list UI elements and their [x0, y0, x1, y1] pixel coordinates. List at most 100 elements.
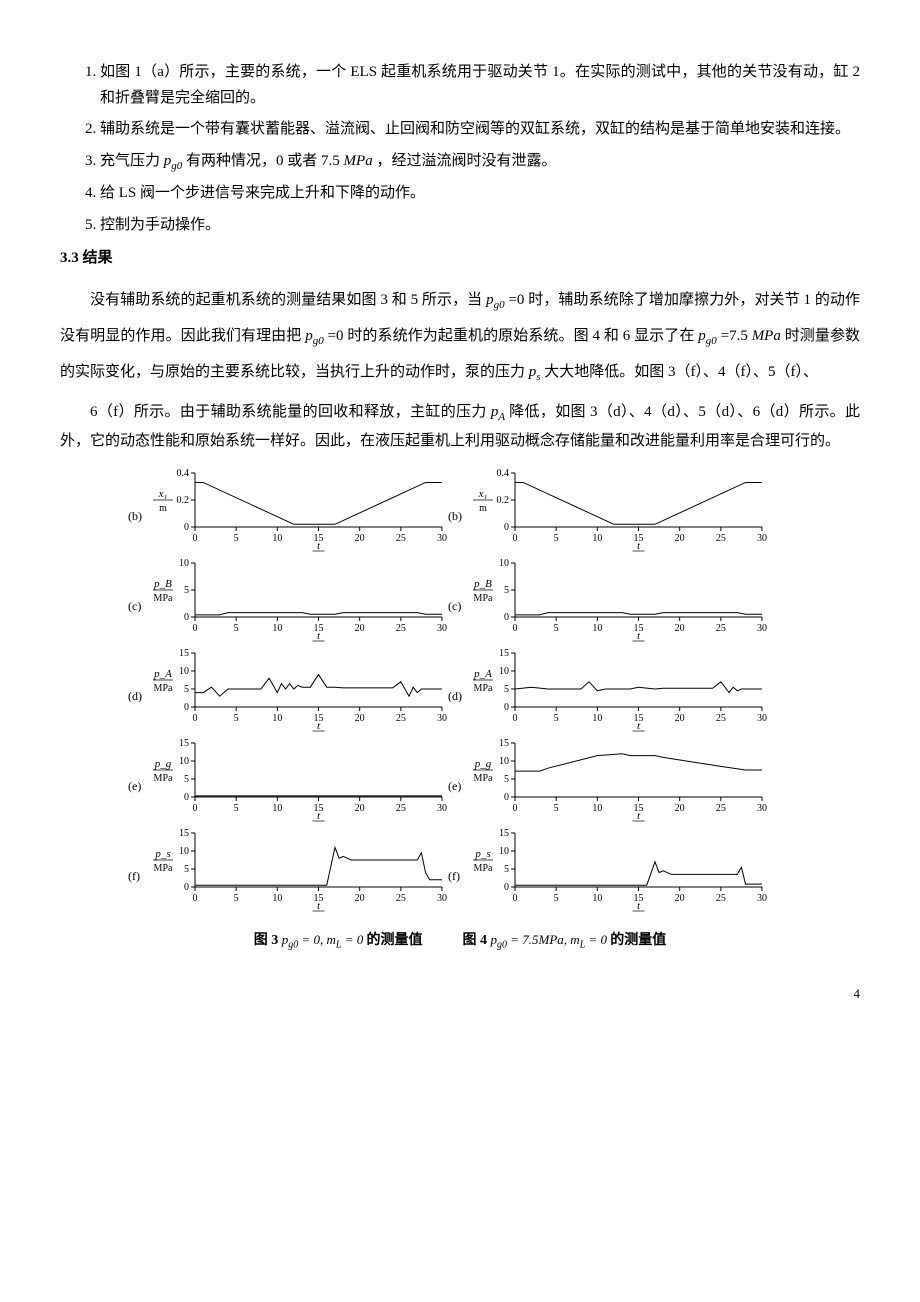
- svg-text:10: 10: [272, 803, 282, 814]
- svg-text:x₁: x₁: [478, 488, 488, 500]
- list-item: 给 LS 阀一个步进信号来完成上升和下降的动作。: [100, 181, 860, 207]
- svg-text:25: 25: [396, 713, 406, 724]
- svg-text:0: 0: [504, 882, 509, 893]
- svg-text:25: 25: [716, 803, 726, 814]
- svg-text:MPa: MPa: [154, 773, 173, 784]
- chart-panel: 05101520253000.20.4x₁mt(b): [470, 465, 770, 555]
- svg-text:p_A: p_A: [153, 668, 172, 680]
- svg-text:0: 0: [504, 702, 509, 713]
- chart-panel: 051015202530051015p_sMPat(f): [150, 825, 450, 915]
- chart-panel: 051015202530051015p_AMPat(d): [150, 645, 450, 735]
- svg-text:10: 10: [499, 666, 509, 677]
- svg-text:25: 25: [396, 803, 406, 814]
- section-heading: 3.3 结果: [60, 246, 860, 272]
- svg-text:30: 30: [757, 533, 767, 544]
- caption-text: 的测量值: [366, 933, 422, 948]
- svg-text:10: 10: [179, 666, 189, 677]
- captions: 图 3 pg0 = 0, mL = 0 的测量值 图 4 pg0 = 7.5MP…: [60, 929, 860, 954]
- symbol-pg0: pg0: [698, 328, 717, 344]
- svg-text:MPa: MPa: [154, 863, 173, 874]
- symbol-ps: ps: [529, 364, 541, 380]
- text: 充气压力: [100, 153, 160, 169]
- panel-label: (c): [448, 596, 461, 616]
- svg-text:p_B: p_B: [473, 578, 492, 590]
- svg-text:0: 0: [193, 533, 198, 544]
- chart-panel: 051015202530051015p_AMPat(d): [470, 645, 770, 735]
- svg-text:0: 0: [193, 713, 198, 724]
- numbered-list: 如图 1（a）所示，主要的系统，一个 ELS 起重机系统用于驱动关节 1。在实际…: [60, 60, 860, 238]
- svg-text:0: 0: [193, 893, 198, 904]
- svg-text:0: 0: [504, 792, 509, 803]
- svg-text:25: 25: [716, 533, 726, 544]
- svg-text:0.4: 0.4: [177, 468, 190, 479]
- svg-text:p_g: p_g: [474, 758, 492, 770]
- text: 没有辅助系统的起重机系统的测量结果如图 3 和 5 所示，当: [90, 292, 482, 308]
- caption-fig3: 图 3 pg0 = 0, mL = 0 的测量值: [254, 929, 423, 954]
- symbol-pA: pA: [491, 404, 505, 420]
- svg-text:p_s: p_s: [154, 848, 170, 860]
- svg-text:p_A: p_A: [473, 668, 492, 680]
- svg-text:0: 0: [513, 533, 518, 544]
- caption-text: 的测量值: [610, 933, 666, 948]
- svg-text:5: 5: [554, 533, 559, 544]
- symbol-pg0: pg0: [486, 292, 505, 308]
- svg-text:10: 10: [272, 533, 282, 544]
- symbol-pg0: pg0: [305, 328, 324, 344]
- svg-text:p_B: p_B: [153, 578, 172, 590]
- svg-text:MPa: MPa: [154, 683, 173, 694]
- svg-text:0.2: 0.2: [177, 495, 190, 506]
- svg-text:0.2: 0.2: [497, 495, 510, 506]
- svg-text:20: 20: [675, 893, 685, 904]
- svg-text:10: 10: [592, 623, 602, 634]
- figure-4: 05101520253000.20.4x₁mt(b)05101520253005…: [470, 465, 770, 915]
- paragraph: 没有辅助系统的起重机系统的测量结果如图 3 和 5 所示，当 pg0 =0 时，…: [60, 282, 860, 391]
- svg-text:0: 0: [184, 882, 189, 893]
- svg-text:20: 20: [355, 803, 365, 814]
- svg-text:0: 0: [184, 792, 189, 803]
- svg-text:20: 20: [675, 533, 685, 544]
- caption-eq: pg0 = 0, mL = 0: [282, 932, 367, 947]
- figures-container: 05101520253000.20.4x₁mt(b)05101520253005…: [60, 465, 860, 915]
- list-item: 控制为手动操作。: [100, 213, 860, 239]
- svg-text:MPa: MPa: [474, 773, 493, 784]
- svg-text:30: 30: [437, 893, 447, 904]
- panel-label: (b): [448, 506, 462, 526]
- svg-text:0: 0: [513, 803, 518, 814]
- svg-text:0: 0: [193, 803, 198, 814]
- svg-text:15: 15: [499, 828, 509, 839]
- svg-text:30: 30: [437, 713, 447, 724]
- svg-text:10: 10: [272, 713, 282, 724]
- svg-text:5: 5: [504, 585, 509, 596]
- chart-panel: 0510152025300510p_BMPat(c): [470, 555, 770, 645]
- svg-text:10: 10: [272, 893, 282, 904]
- text: ，经过溢流阀时没有泄露。: [376, 153, 556, 169]
- caption-eq: pg0 = 7.5MPa, mL = 0: [490, 932, 610, 947]
- svg-text:0.4: 0.4: [497, 468, 510, 479]
- fig-number: 图 3: [254, 933, 279, 948]
- svg-text:10: 10: [499, 756, 509, 767]
- svg-text:10: 10: [179, 756, 189, 767]
- svg-text:25: 25: [396, 533, 406, 544]
- chart-panel: 0510152025300510p_BMPat(c): [150, 555, 450, 645]
- svg-text:5: 5: [504, 774, 509, 785]
- svg-text:25: 25: [716, 713, 726, 724]
- svg-text:5: 5: [184, 774, 189, 785]
- panel-label: (e): [128, 776, 141, 796]
- svg-text:0: 0: [513, 893, 518, 904]
- list-item: 充气压力 pg0 有两种情况，0 或者 7.5 MPa ，经过溢流阀时没有泄露。: [100, 149, 860, 176]
- svg-text:5: 5: [234, 803, 239, 814]
- svg-text:0: 0: [504, 612, 509, 623]
- svg-text:20: 20: [355, 893, 365, 904]
- svg-text:10: 10: [179, 558, 189, 569]
- svg-text:30: 30: [757, 803, 767, 814]
- svg-text:15: 15: [499, 738, 509, 749]
- panel-label: (d): [448, 686, 462, 706]
- svg-text:10: 10: [179, 846, 189, 857]
- svg-text:15: 15: [179, 648, 189, 659]
- svg-text:10: 10: [272, 623, 282, 634]
- svg-text:20: 20: [675, 803, 685, 814]
- svg-text:10: 10: [592, 893, 602, 904]
- svg-text:15: 15: [499, 648, 509, 659]
- svg-text:5: 5: [554, 623, 559, 634]
- panel-label: (d): [128, 686, 142, 706]
